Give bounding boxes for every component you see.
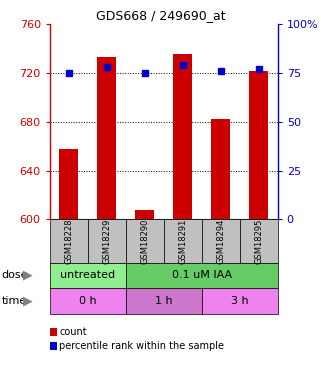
Bar	[97, 57, 116, 219]
Bar	[173, 54, 192, 219]
Text: GSM18290: GSM18290	[140, 218, 149, 264]
Bar	[211, 119, 230, 219]
Text: percentile rank within the sample: percentile rank within the sample	[59, 341, 224, 351]
Bar	[249, 70, 268, 219]
Text: 0.1 uM IAA: 0.1 uM IAA	[172, 270, 232, 280]
Text: GDS668 / 249690_at: GDS668 / 249690_at	[96, 9, 225, 22]
Bar	[59, 149, 78, 219]
Text: 0 h: 0 h	[79, 296, 97, 306]
Text: ▶: ▶	[22, 269, 32, 282]
Text: GSM18295: GSM18295	[254, 218, 263, 264]
Text: 3 h: 3 h	[231, 296, 248, 306]
Text: GSM18291: GSM18291	[178, 218, 187, 264]
Text: time: time	[2, 296, 27, 306]
Bar	[135, 210, 154, 219]
Text: GSM18228: GSM18228	[64, 218, 73, 264]
Text: GSM18294: GSM18294	[216, 218, 225, 264]
Text: dose: dose	[2, 270, 28, 280]
Text: GSM18229: GSM18229	[102, 218, 111, 264]
Text: ▶: ▶	[22, 294, 32, 307]
Text: 1 h: 1 h	[155, 296, 172, 306]
Text: count: count	[59, 327, 87, 337]
Text: untreated: untreated	[60, 270, 115, 280]
